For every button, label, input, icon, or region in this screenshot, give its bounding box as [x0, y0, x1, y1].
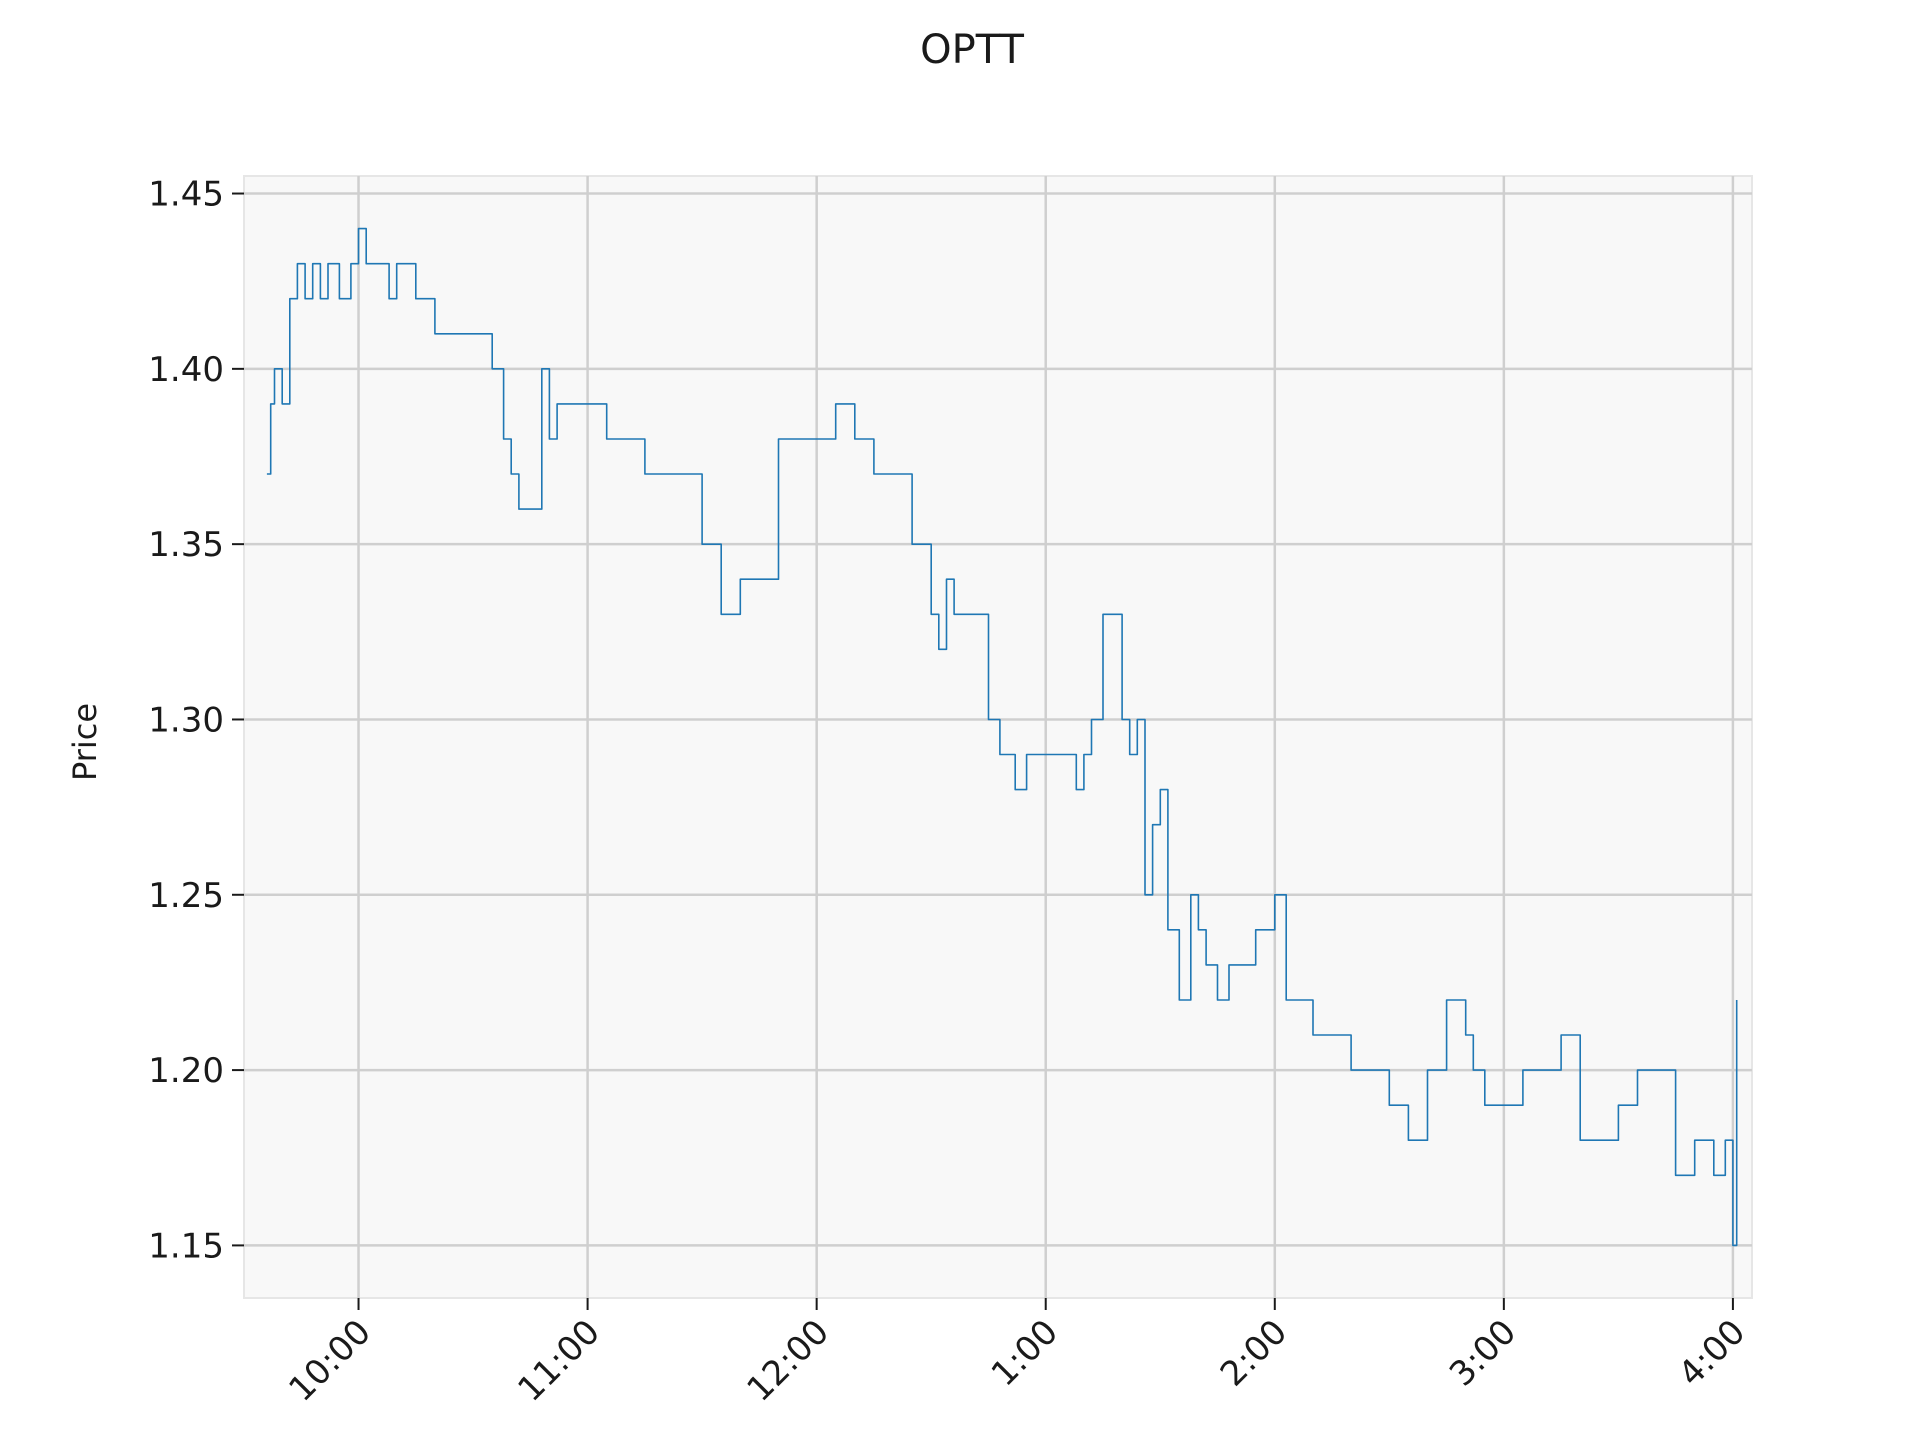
y-tick-label: 1.25 [148, 876, 224, 916]
y-tick-label: 1.45 [148, 175, 224, 215]
y-tick-label: 1.40 [148, 350, 224, 390]
plot-area [243, 175, 1753, 1299]
y-tick-label: 1.30 [148, 700, 224, 740]
series-layer [266, 227, 1738, 1247]
chart-title: OPTT [920, 27, 1024, 73]
y-tick-label: 1.15 [148, 1226, 224, 1266]
y-axis-label: Price [66, 703, 104, 781]
grid [244, 176, 1752, 1298]
y-tick-label: 1.35 [148, 525, 224, 565]
y-tick-label: 1.20 [148, 1051, 224, 1091]
price-series-line [266, 227, 1738, 1247]
